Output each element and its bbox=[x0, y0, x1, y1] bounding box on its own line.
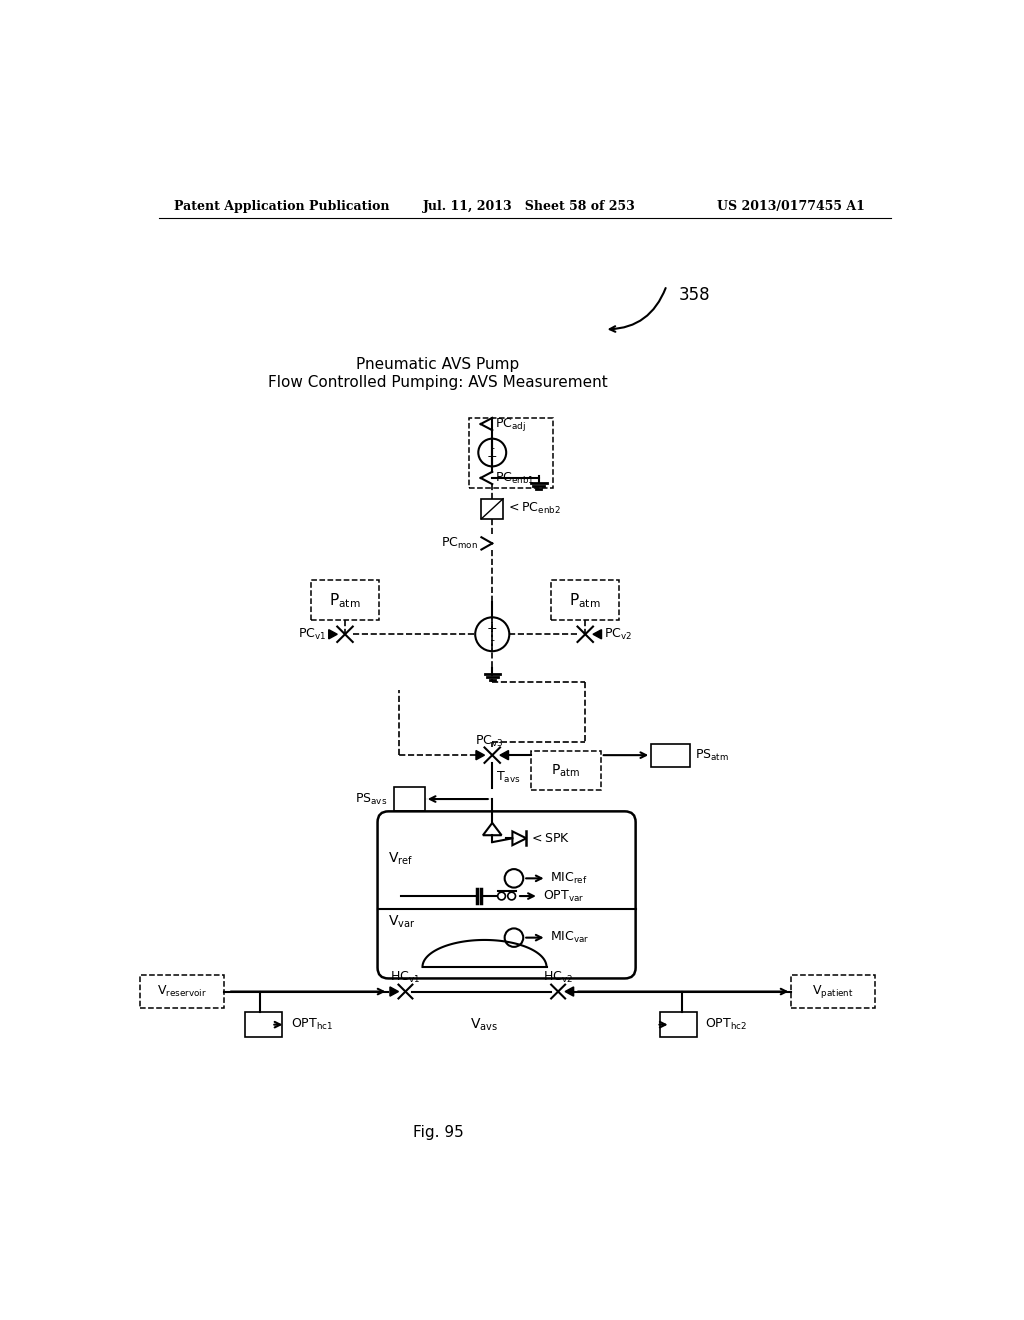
Text: Fig. 95: Fig. 95 bbox=[413, 1125, 464, 1140]
Text: HC$_{\mathregular{v2}}$: HC$_{\mathregular{v2}}$ bbox=[543, 970, 573, 985]
Text: OPT$_{\mathregular{var}}$: OPT$_{\mathregular{var}}$ bbox=[543, 888, 584, 904]
Text: T$_{\mathregular{avs}}$: T$_{\mathregular{avs}}$ bbox=[496, 770, 520, 785]
Bar bbox=[245, 1012, 283, 1038]
Text: HC$_{\mathregular{v1}}$: HC$_{\mathregular{v1}}$ bbox=[390, 970, 421, 985]
Text: $<$PC$_{\mathregular{enb2}}$: $<$PC$_{\mathregular{enb2}}$ bbox=[506, 502, 561, 516]
Text: Patent Application Publication: Patent Application Publication bbox=[174, 199, 390, 213]
Text: MIC$_{\mathregular{ref}}$: MIC$_{\mathregular{ref}}$ bbox=[550, 871, 588, 886]
Text: -: - bbox=[490, 444, 495, 453]
Bar bbox=[659, 1012, 697, 1038]
Bar bbox=[394, 788, 425, 810]
Text: PC$_{\mathregular{adj}}$: PC$_{\mathregular{adj}}$ bbox=[495, 416, 525, 433]
Text: P$_{\mathregular{atm}}$: P$_{\mathregular{atm}}$ bbox=[551, 763, 581, 779]
Bar bbox=[481, 499, 503, 519]
Text: Jul. 11, 2013   Sheet 58 of 253: Jul. 11, 2013 Sheet 58 of 253 bbox=[423, 199, 635, 213]
Text: P$_{\mathregular{atm}}$: P$_{\mathregular{atm}}$ bbox=[329, 591, 360, 610]
Text: PC$_{\mathregular{enb1}}$: PC$_{\mathregular{enb1}}$ bbox=[495, 470, 535, 486]
Text: V$_{\mathregular{reservoir}}$: V$_{\mathregular{reservoir}}$ bbox=[158, 983, 207, 999]
Polygon shape bbox=[329, 630, 337, 639]
Polygon shape bbox=[500, 751, 509, 760]
Text: Flow Controlled Pumping: AVS Measurement: Flow Controlled Pumping: AVS Measurement bbox=[268, 375, 608, 389]
Text: -: - bbox=[490, 635, 495, 644]
Text: V$_{\mathregular{avs}}$: V$_{\mathregular{avs}}$ bbox=[470, 1016, 499, 1032]
Text: PC$_{\mathregular{v1}}$: PC$_{\mathregular{v1}}$ bbox=[298, 627, 327, 642]
Text: +: + bbox=[487, 450, 498, 463]
Text: $<$SPK: $<$SPK bbox=[529, 832, 570, 845]
Polygon shape bbox=[593, 630, 601, 639]
Text: PC$_{\mathregular{v2}}$: PC$_{\mathregular{v2}}$ bbox=[604, 627, 632, 642]
Text: MIC$_{\mathregular{var}}$: MIC$_{\mathregular{var}}$ bbox=[550, 931, 590, 945]
Text: Pneumatic AVS Pump: Pneumatic AVS Pump bbox=[356, 358, 519, 372]
Text: V$_{\mathregular{ref}}$: V$_{\mathregular{ref}}$ bbox=[388, 851, 414, 867]
Bar bbox=[651, 743, 690, 767]
Text: OPT$_{\mathregular{hc2}}$: OPT$_{\mathregular{hc2}}$ bbox=[706, 1018, 748, 1032]
Text: V$_{\mathregular{patient}}$: V$_{\mathregular{patient}}$ bbox=[812, 983, 854, 1001]
Polygon shape bbox=[390, 987, 398, 997]
Text: 358: 358 bbox=[678, 286, 710, 305]
Text: V$_{\mathregular{var}}$: V$_{\mathregular{var}}$ bbox=[388, 913, 416, 931]
Polygon shape bbox=[476, 751, 484, 760]
Polygon shape bbox=[565, 987, 573, 997]
Text: P$_{\mathregular{atm}}$: P$_{\mathregular{atm}}$ bbox=[569, 591, 601, 610]
Text: OPT$_{\mathregular{hc1}}$: OPT$_{\mathregular{hc1}}$ bbox=[291, 1018, 333, 1032]
Text: US 2013/0177455 A1: US 2013/0177455 A1 bbox=[717, 199, 865, 213]
Text: PC$_{\mathregular{mon}}$: PC$_{\mathregular{mon}}$ bbox=[441, 536, 478, 550]
Text: PC$_{\mathregular{v3}}$: PC$_{\mathregular{v3}}$ bbox=[475, 734, 504, 748]
Text: +: + bbox=[487, 622, 498, 635]
Text: PS$_{\mathregular{avs}}$: PS$_{\mathregular{avs}}$ bbox=[355, 792, 388, 807]
Text: PS$_{\mathregular{atm}}$: PS$_{\mathregular{atm}}$ bbox=[695, 747, 729, 763]
